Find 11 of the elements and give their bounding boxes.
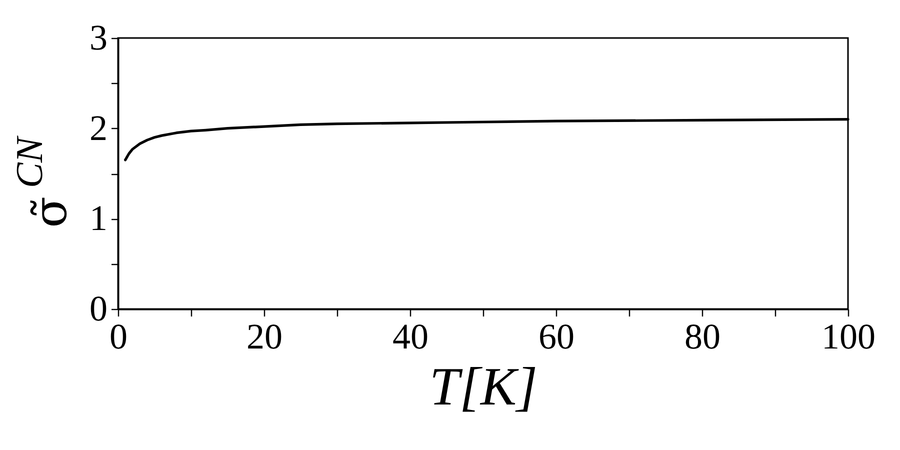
y-axis-title: σ̃CN — [9, 134, 77, 228]
x-axis-title: T[K] — [429, 356, 538, 416]
x-tick-label: 100 — [822, 316, 876, 356]
x-tick-label: 80 — [684, 316, 720, 356]
y-tick-label: 2 — [90, 108, 108, 148]
y-tick-label: 3 — [90, 18, 108, 58]
x-tick-label: 40 — [392, 316, 428, 356]
y-tick-label: 0 — [90, 288, 108, 328]
x-tick-label: 20 — [246, 316, 282, 356]
y-tick-label: 1 — [90, 198, 108, 238]
x-tick-label: 60 — [538, 316, 574, 356]
